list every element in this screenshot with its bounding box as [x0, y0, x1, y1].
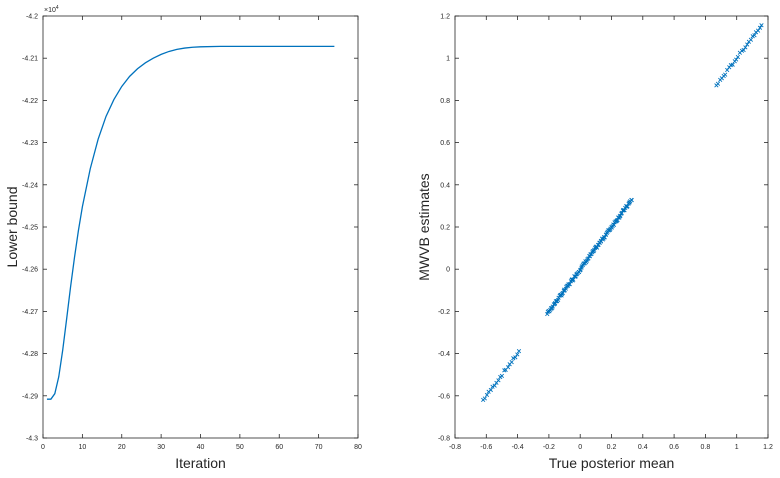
scatter-point-cluster-1 [490, 384, 495, 389]
scatter-point-cluster-2 [602, 235, 607, 240]
scatter-point-cluster-3 [755, 28, 761, 33]
right-x-tick-label: 0 [578, 444, 582, 451]
left-y-axis-label: Lower bound [4, 187, 20, 268]
scatter-point-cluster-2 [567, 282, 572, 287]
left-y-tick-label: -4.27 [22, 309, 38, 316]
left-axes-box [42, 15, 359, 439]
scatter-point-cluster-3 [745, 42, 750, 47]
scatter-point-cluster-1 [505, 365, 511, 370]
scatter-point-cluster-2 [553, 299, 558, 304]
scatter-point-cluster-1 [515, 352, 520, 357]
left-x-axis-label: Iteration [175, 455, 226, 471]
scatter-point-cluster-3 [725, 67, 730, 73]
lower-bound-series-line [46, 45, 335, 400]
scatter-point-cluster-1 [488, 387, 493, 393]
left-x-tick-label: 70 [315, 444, 323, 451]
right-y-tick-label: 1 [446, 56, 450, 63]
scatter-point-cluster-3 [715, 81, 721, 86]
right-y-tick-label: -0.6 [438, 393, 450, 400]
right-y-tick-label: -0.2 [438, 309, 450, 316]
right-x-tick-label: 1 [735, 444, 739, 451]
left-x-tick-label: 50 [236, 444, 244, 451]
scatter-point-cluster-2 [622, 208, 627, 213]
scatter-point-cluster-2 [625, 204, 630, 209]
right-y-tick-label: 1.2 [440, 14, 450, 21]
left-x-tick-label: 40 [197, 444, 205, 451]
scatter-point-cluster-1 [496, 378, 501, 383]
scatter-point-cluster-1 [509, 359, 514, 365]
scatter-point-cluster-3 [723, 72, 728, 77]
left-x-tick-label: 0 [41, 444, 45, 451]
scatter-point-cluster-1 [499, 373, 505, 379]
scatter-point-cluster-1 [482, 396, 487, 401]
lower-bound-line-chart: 0 10 20 30 40 50 60 70 80 -4.3 -4.29 -4.28 -4.27 -4.2… [4, 5, 362, 471]
right-x-tick-label: -0.4 [512, 444, 524, 451]
mwvb-scatter-chart: -0.8 -0.6 -0.4 -0.2 0 0.2 0.4 0.6 0.8 1 1.2 -0.8 -0.… [416, 14, 773, 472]
left-y-tick-label: -4.3 [26, 436, 38, 443]
scatter-point-cluster-3 [730, 62, 735, 67]
right-x-tick-label: -0.8 [449, 444, 461, 451]
scatter-point-cluster-3 [748, 37, 754, 42]
left-x-tick-label: 30 [157, 444, 165, 451]
y-multiplier-label: ×104 [44, 5, 59, 14]
scatter-point-cluster-1 [513, 355, 518, 360]
scatter-point-cluster-2 [571, 277, 576, 282]
scatter-point-cluster-1 [484, 392, 490, 398]
right-x-tick-label: 0.2 [607, 444, 617, 451]
left-y-tick-label: -4.25 [22, 225, 38, 232]
right-y-tick-label: 0.2 [440, 225, 450, 232]
left-x-tick-label: 60 [275, 444, 283, 451]
scatter-point-cluster-3 [741, 47, 746, 53]
right-y-tick-label: 0.8 [440, 98, 450, 105]
scatter-point-cluster-3 [752, 33, 757, 38]
left-y-tick-label: -4.23 [22, 140, 38, 147]
right-y-axis-label: MWVB estimates [416, 173, 432, 280]
right-y-tick-label: 0.6 [440, 140, 450, 147]
scatter-point-cluster-3 [735, 54, 740, 60]
right-x-tick-label: -0.6 [480, 444, 492, 451]
scatter-point-cluster-3 [757, 25, 763, 30]
left-x-tick-label: 10 [78, 444, 86, 451]
scatter-point-cluster-2 [594, 245, 600, 250]
right-y-tick-label: -0.8 [438, 436, 450, 443]
right-x-tick-label: 0.6 [669, 444, 679, 451]
left-y-tick-label: -4.24 [22, 182, 38, 189]
scatter-point-cluster-1 [516, 348, 522, 354]
right-x-tick-label: 1.2 [763, 444, 773, 451]
scatter-point-cluster-2 [629, 198, 634, 203]
right-x-axis-label: True posterior mean [549, 455, 675, 471]
scatter-point-cluster-3 [743, 45, 748, 50]
right-x-tick-label: -0.2 [543, 444, 555, 451]
scatter-point-cluster-3 [759, 23, 764, 28]
left-y-tick-label: -4.22 [22, 98, 38, 105]
left-y-tick-label: -4.2 [26, 14, 38, 21]
right-y-tick-label: -0.4 [438, 351, 450, 358]
left-y-tick-label: -4.28 [22, 351, 38, 358]
left-x-tick-label: 80 [354, 444, 362, 451]
right-x-tick-label: 0.8 [701, 444, 711, 451]
scatter-point-cluster-3 [734, 57, 739, 62]
left-x-tick-label: 20 [118, 444, 126, 451]
left-y-tick-label: -4.21 [22, 56, 38, 63]
left-y-tick-label: -4.26 [22, 267, 38, 274]
right-y-tick-label: 0.4 [440, 182, 450, 189]
right-x-tick-label: 0.4 [638, 444, 648, 451]
left-y-tick-label: -4.29 [22, 393, 38, 400]
scatter-point-cluster-1 [492, 383, 497, 388]
right-y-tick-label: 0 [446, 267, 450, 274]
